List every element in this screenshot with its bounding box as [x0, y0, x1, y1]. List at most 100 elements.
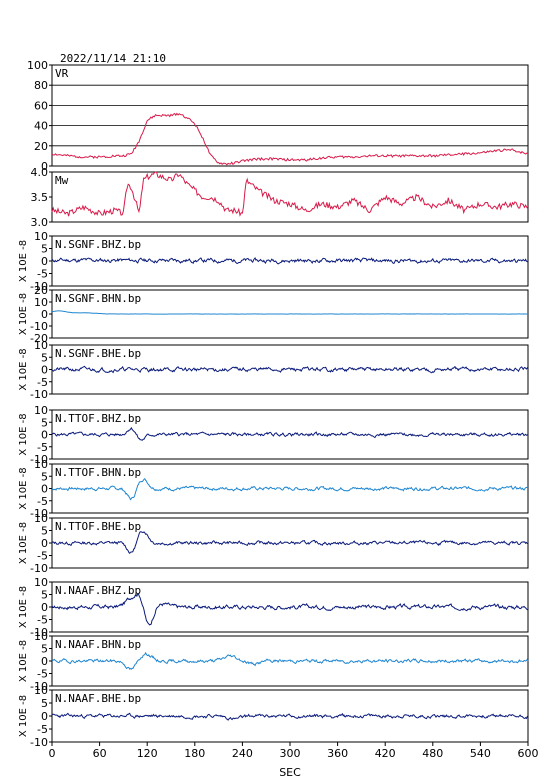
series-line	[51, 593, 529, 626]
y-tick-label: -10	[30, 280, 48, 293]
x-tick-label: 540	[470, 747, 491, 760]
series-line	[51, 477, 529, 501]
y-tick-label: 60	[34, 99, 48, 112]
y-tick-label: -5	[37, 376, 48, 389]
y-tick-label: 10	[34, 404, 48, 417]
panel-label: N.TTOF.BHN.bp	[55, 466, 141, 479]
y-tick-label: -10	[30, 320, 48, 333]
y-tick-label: -10	[30, 562, 48, 575]
x-tick-label: 180	[184, 747, 205, 760]
y-tick-label: 0	[41, 364, 48, 377]
y-tick-label: 0	[41, 308, 48, 321]
y-tick-label: 100	[27, 59, 48, 72]
y-axis-label: X 10E -8	[18, 586, 29, 628]
y-axis-label: X 10E -8	[18, 695, 29, 737]
y-tick-label: -10	[30, 388, 48, 401]
y-tick-label: 3.0	[31, 216, 49, 229]
y-tick-label: -5	[37, 668, 48, 681]
y-tick-label: -5	[37, 723, 48, 736]
y-tick-label: 0	[41, 537, 48, 550]
y-tick-label: 10	[34, 512, 48, 525]
series-line	[51, 310, 528, 315]
y-tick-label: 20	[34, 140, 48, 153]
y-tick-label: -5	[37, 268, 48, 281]
y-tick-label: -10	[30, 680, 48, 693]
series-line	[51, 171, 529, 217]
y-tick-label: 80	[34, 79, 48, 92]
x-tick-label: 240	[232, 747, 253, 760]
series-line	[51, 257, 529, 265]
y-tick-label: 10	[34, 630, 48, 643]
y-tick-label: 10	[34, 296, 48, 309]
x-tick-label: 600	[518, 747, 539, 760]
series-line	[51, 531, 529, 555]
y-tick-label: -5	[37, 441, 48, 454]
y-tick-label: 10	[34, 576, 48, 589]
y-tick-label: 5	[41, 351, 48, 364]
y-tick-label: 10	[34, 458, 48, 471]
y-tick-label: 0	[41, 255, 48, 268]
panels: 020406080100VR3.03.54.0Mw-10-50510N.SGNF…	[18, 59, 529, 749]
panel-label: N.NAAF.BHZ.bp	[55, 584, 141, 597]
y-tick-label: 0	[41, 601, 48, 614]
panel-label: N.SGNF.BHN.bp	[55, 292, 141, 305]
panel-label: N.NAAF.BHE.bp	[55, 692, 141, 705]
panel-frame	[51, 171, 529, 223]
y-tick-label: 10	[34, 684, 48, 697]
y-tick-label: 5	[41, 643, 48, 656]
x-axis: 0 60 120 180 240 300 360 420 480 540 600	[49, 742, 539, 760]
y-tick-label: 40	[34, 120, 48, 133]
x-tick-label: 360	[327, 747, 348, 760]
panel-label: N.SGNF.BHE.bp	[55, 347, 141, 360]
series-line	[51, 365, 529, 374]
y-tick-label: 5	[41, 470, 48, 483]
y-axis-label: X 10E -8	[18, 293, 29, 335]
x-tick-label: 300	[280, 747, 301, 760]
x-tick-label: 60	[93, 747, 107, 760]
y-axis-label: X 10E -8	[18, 522, 29, 564]
y-tick-label: -5	[37, 550, 48, 563]
x-tick-label: 420	[375, 747, 396, 760]
y-tick-label: 5	[41, 589, 48, 602]
y-tick-label: 20	[34, 284, 48, 297]
y-tick-label: 3.5	[31, 191, 49, 204]
panel-label: N.TTOF.BHZ.bp	[55, 412, 141, 425]
y-tick-label: -10	[30, 736, 48, 749]
y-tick-label: -10	[30, 453, 48, 466]
y-tick-label: 10	[34, 339, 48, 352]
y-axis-label: X 10E -8	[18, 640, 29, 682]
x-tick-label: 480	[422, 747, 443, 760]
y-tick-label: 10	[34, 230, 48, 243]
x-tick-label: 120	[137, 747, 158, 760]
panel-label: N.TTOF.BHE.bp	[55, 520, 141, 533]
panel-vr: 0 20 40 60 80 100 VR	[27, 59, 529, 173]
y-tick-label: 5	[41, 416, 48, 429]
x-axis-label: SEC	[279, 766, 301, 779]
y-tick-label: 5	[41, 697, 48, 710]
x-tick-label: 0	[49, 747, 56, 760]
y-tick-label: -5	[37, 614, 48, 627]
series-line	[51, 426, 529, 441]
series-line	[51, 712, 529, 721]
y-tick-label: 0	[41, 160, 48, 173]
y-tick-label: 5	[41, 525, 48, 538]
panel-frame	[51, 64, 529, 167]
y-axis-label: X 10E -8	[18, 413, 29, 455]
y-axis-label: X 10E -8	[18, 240, 29, 282]
y-axis-label: X 10E -8	[18, 467, 29, 509]
y-tick-label: 0	[41, 483, 48, 496]
y-axis-label: X 10E -8	[18, 348, 29, 390]
timestamp-label: 2022/11/14 21:10	[60, 52, 166, 65]
y-tick-label: -10	[30, 626, 48, 639]
y-tick-label: -10	[30, 507, 48, 520]
y-tick-label: 0	[41, 710, 48, 723]
y-tick-label: -20	[30, 332, 48, 345]
y-tick-label: 0	[41, 429, 48, 442]
